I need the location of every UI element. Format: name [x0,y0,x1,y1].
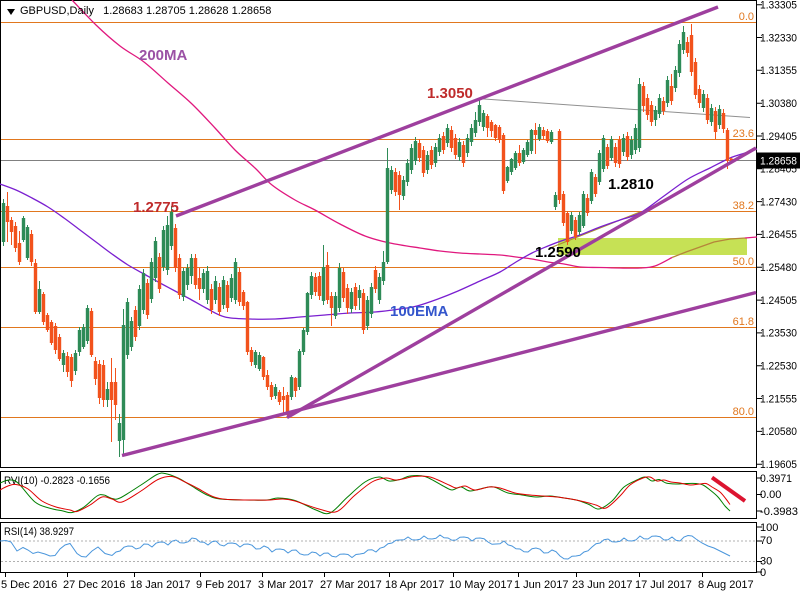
svg-text:1.30380: 1.30380 [760,98,797,110]
svg-text:3 Mar 2017: 3 Mar 2017 [258,579,314,591]
svg-text:23.6: 23.6 [733,128,754,140]
svg-text:0.00: 0.00 [760,489,781,501]
svg-text:100EMA: 100EMA [390,303,449,320]
svg-text:0.0: 0.0 [739,11,754,23]
svg-text:RVI(10) -0.2823 -0.1656: RVI(10) -0.2823 -0.1656 [4,475,110,487]
svg-text:0: 0 [760,567,766,579]
svg-text:1.25480: 1.25480 [760,262,797,274]
svg-text:1.21555: 1.21555 [760,393,797,405]
svg-text:1.2775: 1.2775 [133,199,179,216]
svg-text:70: 70 [760,535,772,547]
svg-text:1.28658: 1.28658 [760,156,797,168]
svg-text:17 Jul 2017: 17 Jul 2017 [635,579,692,591]
svg-text:80.0: 80.0 [733,406,754,418]
svg-text:1.20580: 1.20580 [760,426,797,438]
svg-text:23 Jun 2017: 23 Jun 2017 [572,579,633,591]
svg-text:1.2810: 1.2810 [608,176,654,193]
svg-text:1.29405: 1.29405 [760,131,797,143]
svg-text:RSI(14) 38.9297: RSI(14) 38.9297 [4,526,74,538]
svg-text:0.3971: 0.3971 [760,473,792,485]
svg-text:1.19605: 1.19605 [760,459,797,471]
svg-text:1.3050: 1.3050 [427,85,473,102]
svg-text:27 Dec 2016: 27 Dec 2016 [63,579,125,591]
svg-text:38.2: 38.2 [733,200,754,212]
svg-text:-0.3983: -0.3983 [760,506,798,518]
svg-text:5 Dec 2016: 5 Dec 2016 [1,579,57,591]
svg-text:9 Feb 2017: 9 Feb 2017 [196,579,252,591]
svg-text:1.32330: 1.32330 [760,32,797,44]
svg-text:30: 30 [760,556,772,568]
svg-text:10 May 2017: 10 May 2017 [449,579,513,591]
svg-text:1.33305: 1.33305 [760,0,797,12]
svg-text:1 Jun 2017: 1 Jun 2017 [514,579,568,591]
svg-text:1.23530: 1.23530 [760,328,797,340]
svg-text:61.8: 61.8 [733,316,754,328]
svg-text:100: 100 [760,522,778,534]
svg-text:1.24505: 1.24505 [760,295,797,307]
svg-text:50.0: 50.0 [733,256,754,268]
svg-text:18 Apr 2017: 18 Apr 2017 [385,579,444,591]
svg-text:27 Mar 2017: 27 Mar 2017 [320,579,382,591]
svg-text:1.31355: 1.31355 [760,65,797,77]
svg-text:18 Jan 2017: 18 Jan 2017 [130,579,191,591]
svg-text:1.2590: 1.2590 [535,244,581,261]
svg-text:1.26455: 1.26455 [760,229,797,241]
svg-text:GBPUSD,Daily 1.28683 1.28705: GBPUSD,Daily 1.28683 1.28705 1.28628 1.2… [20,5,271,17]
svg-text:1.22530: 1.22530 [760,361,797,373]
svg-text:200MA: 200MA [139,47,188,64]
svg-text:8 Aug 2017: 8 Aug 2017 [698,579,754,591]
svg-text:1.27430: 1.27430 [760,196,797,208]
